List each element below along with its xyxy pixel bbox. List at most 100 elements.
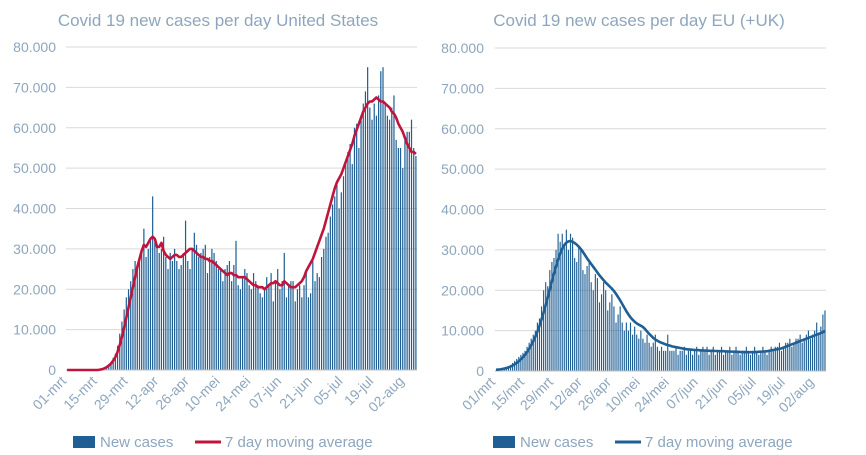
bar: [809, 338, 812, 371]
bar: [524, 350, 526, 371]
bar: [235, 240, 237, 370]
bar: [277, 269, 279, 370]
legend-label: New cases: [520, 434, 593, 451]
bar: [158, 252, 160, 370]
bar: [257, 285, 259, 370]
bar: [718, 350, 721, 371]
bar: [518, 356, 520, 371]
y-tick-label: 30.000: [441, 242, 484, 258]
bar: [613, 306, 615, 371]
bar: [228, 260, 231, 370]
bar: [522, 352, 524, 371]
bar: [644, 342, 646, 371]
bar: [731, 354, 733, 371]
bar: [652, 342, 654, 371]
bar: [549, 270, 551, 371]
bar: [586, 266, 588, 371]
bar: [532, 334, 534, 371]
us-chart-panel: Covid 19 new cases per day United States…: [0, 0, 428, 455]
bar: [540, 306, 543, 371]
bar: [213, 252, 215, 370]
bar: [654, 334, 656, 371]
bar: [246, 273, 248, 370]
bar: [619, 306, 621, 371]
bar: [553, 257, 555, 371]
bar: [735, 346, 737, 371]
bar: [594, 274, 596, 371]
bar: [231, 281, 233, 370]
bar: [288, 285, 290, 370]
bar: [520, 354, 522, 371]
bar: [723, 354, 725, 371]
x-tick-label: 21-jun: [276, 373, 315, 412]
bar: [226, 265, 228, 370]
bar: [747, 350, 749, 371]
bar: [509, 364, 512, 371]
bar: [739, 354, 741, 371]
bar: [237, 285, 239, 370]
bar: [296, 289, 299, 370]
bar: [789, 338, 791, 371]
bar: [323, 248, 325, 371]
bar: [574, 257, 576, 371]
y-tick-label: 80.000: [441, 40, 484, 56]
bar: [611, 294, 613, 371]
y-tick-label: 60.000: [13, 120, 56, 136]
bar: [712, 346, 714, 371]
bar: [816, 322, 818, 371]
bar: [700, 350, 702, 371]
bar: [797, 338, 799, 371]
bar: [241, 277, 244, 370]
bar: [673, 350, 675, 371]
bar: [149, 240, 152, 370]
bar: [281, 281, 283, 370]
bar: [627, 330, 630, 372]
bar: [410, 119, 413, 370]
bar: [822, 314, 824, 371]
bar: [415, 156, 417, 370]
y-tick-label: 80.000: [13, 39, 56, 55]
bar: [130, 281, 132, 370]
bar: [369, 107, 371, 370]
bar: [536, 322, 538, 371]
bar: [710, 350, 712, 371]
bar: [119, 333, 121, 370]
bar: [801, 342, 803, 371]
bar: [764, 350, 766, 371]
bar: [557, 233, 559, 371]
bar: [334, 196, 336, 370]
bar: [609, 302, 611, 371]
bar: [114, 353, 116, 370]
bar: [811, 334, 814, 371]
bar: [820, 326, 822, 371]
bar: [634, 326, 636, 371]
bar: [364, 91, 367, 370]
bar: [729, 346, 731, 371]
y-tick-label: 10.000: [13, 322, 56, 338]
legend-swatch-bars: [73, 436, 95, 448]
legend-label: New cases: [100, 434, 173, 451]
bar: [178, 269, 180, 370]
y-tick-label: 20.000: [441, 282, 484, 298]
bar: [270, 273, 272, 370]
bar: [402, 168, 404, 371]
bar: [382, 67, 384, 370]
bar: [791, 346, 793, 371]
bar: [290, 281, 292, 370]
bar: [353, 127, 356, 370]
bar: [534, 330, 536, 372]
bar: [576, 261, 578, 371]
bar: [605, 290, 607, 371]
bar: [136, 265, 138, 370]
bar: [391, 107, 393, 370]
bar: [795, 338, 797, 371]
y-tick-label: 60.000: [441, 121, 484, 137]
bar: [650, 346, 652, 371]
moving-average-line: [495, 239, 826, 372]
bar: [598, 302, 601, 371]
bar: [110, 361, 112, 370]
bar: [305, 269, 307, 370]
bar: [314, 281, 316, 370]
bar: [640, 330, 642, 372]
bar: [338, 208, 340, 370]
